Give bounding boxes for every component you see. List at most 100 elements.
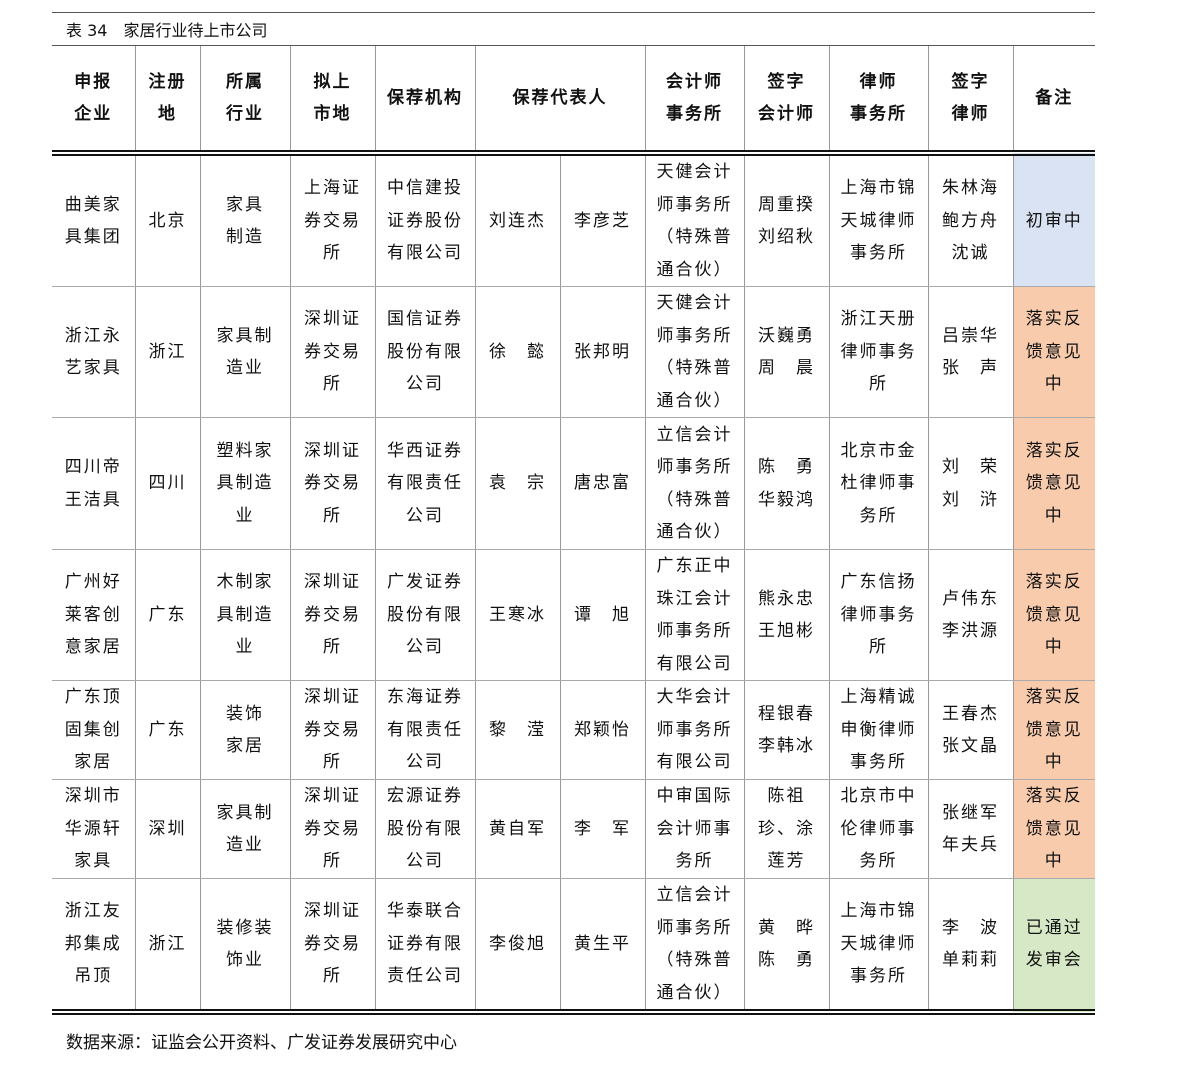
cell: 深圳市华源轩家具 — [52, 779, 136, 879]
cell: 上海精诚申衡律师事务所 — [828, 680, 929, 780]
cell: 李 军 — [559, 779, 646, 879]
header-cell: 会计师 事务所 — [644, 46, 745, 156]
rule — [52, 12, 1095, 13]
cell: 北京 — [134, 153, 201, 287]
cell: 木制家具制造业 — [199, 549, 291, 681]
cell: 深圳 — [134, 779, 201, 879]
cell: 浙江 — [134, 286, 201, 418]
cell: 宏源证券股份有限公司 — [374, 779, 476, 879]
cell: 曲美家具集团 — [52, 153, 136, 287]
cell: 广东正中珠江会计师事务所有限公司 — [644, 549, 745, 681]
header-cell: 保荐代表人 — [474, 46, 646, 156]
cell: 上海证券交易所 — [289, 153, 376, 287]
cell: 谭 旭 — [559, 549, 646, 681]
cell: 中审国际会计师事务所 — [644, 779, 745, 879]
cell: 刘连杰 — [474, 153, 561, 287]
cell: 深圳证券交易所 — [289, 878, 376, 1015]
cell: 吕崇华 张 声 — [927, 286, 1014, 418]
cell: 黄 晔 陈 勇 — [743, 878, 830, 1015]
cell: 上海市锦天城律师事务所 — [828, 153, 929, 287]
rule — [52, 45, 1095, 46]
cell: 浙江永艺家具 — [52, 286, 136, 418]
cell: 袁 宗 — [474, 417, 561, 550]
cell: 四川 — [134, 417, 201, 550]
cell: 广东 — [134, 549, 201, 681]
cell: 王寒冰 — [474, 549, 561, 681]
cell: 广东顶固集创家居 — [52, 680, 136, 780]
cell: 大华会计师事务所有限公司 — [644, 680, 745, 780]
cell: 王春杰 张文晶 — [927, 680, 1014, 780]
cell: 落实反馈意见中 — [1012, 417, 1095, 550]
cell: 天健会计师事务所（特殊普通合伙） — [644, 286, 745, 418]
cell: 深圳证券交易所 — [289, 286, 376, 418]
cell: 落实反馈意见中 — [1012, 680, 1095, 780]
cell: 北京市金杜律师事务所 — [828, 417, 929, 550]
cell: 陈 勇 华毅鸿 — [743, 417, 830, 550]
cell: 广发证券股份有限公司 — [374, 549, 476, 681]
table-body: 曲美家具集团 北京 家具 制造 上海证券交易所 中信建投证券股份有限公司 刘连杰 李彦芝 天健… — [52, 153, 1095, 1015]
cell: 沃巍勇 周 晨 — [743, 286, 830, 418]
cell: 初审中 — [1012, 153, 1095, 287]
cell: 塑料家具制造业 — [199, 417, 291, 550]
cell: 刘 荣 刘 浒 — [927, 417, 1014, 550]
cell: 黄自军 — [474, 779, 561, 879]
cell: 李彦芝 — [559, 153, 646, 287]
header-cell: 注册 地 — [134, 46, 201, 156]
cell: 深圳证券交易所 — [289, 549, 376, 681]
cell: 浙江天册律师事务所 — [828, 286, 929, 418]
cell: 广州好莱客创意家居 — [52, 549, 136, 681]
cell: 北京市中伦律师事务所 — [828, 779, 929, 879]
cell: 李 波 单莉莉 — [927, 878, 1014, 1015]
cell: 陈祖珍、涂莲芳 — [743, 779, 830, 879]
cell: 上海市锦天城律师事务所 — [828, 878, 929, 1015]
cell: 家具制造业 — [199, 286, 291, 418]
cell: 四川帝王洁具 — [52, 417, 136, 550]
header-row: 申报 企业 注册 地所属 行业 拟上 市地 保荐机构 保荐代表人 会计师 事务所 签字 会计… — [52, 46, 1095, 156]
cell: 装修装饰业 — [199, 878, 291, 1015]
cell: 张邦明 — [559, 286, 646, 418]
cell: 黄生平 — [559, 878, 646, 1015]
header-cell: 律师 事务所 — [828, 46, 929, 156]
cell: 家具 制造 — [199, 153, 291, 287]
cell: 浙江 — [134, 878, 201, 1015]
cell: 落实反馈意见中 — [1012, 779, 1095, 879]
cell: 国信证券股份有限公司 — [374, 286, 476, 418]
cell: 落实反馈意见中 — [1012, 286, 1095, 418]
header-cell: 拟上 市地 — [289, 46, 376, 156]
cell: 郑颖怡 — [559, 680, 646, 780]
cell: 徐 懿 — [474, 286, 561, 418]
header-cell: 保荐机构 — [374, 46, 476, 156]
cell: 程银春 李韩冰 — [743, 680, 830, 780]
cell: 立信会计师事务所（特殊普通合伙） — [644, 417, 745, 550]
cell: 中信建投证券股份有限公司 — [374, 153, 476, 287]
header-cell: 备注 — [1012, 46, 1095, 156]
source-note: 数据来源：证监会公开资料、广发证券发展研究中心 — [66, 1033, 457, 1053]
cell: 深圳证券交易所 — [289, 680, 376, 780]
table-row: 深圳市华源轩家具 深圳 家具制造业 深圳证券交易所 宏源证券股份有限公司 黄自军李 军中审… — [52, 779, 1095, 879]
caption: 表 34 家居行业待上市公司 — [66, 21, 268, 40]
cell: 周重揆 刘绍秋 — [743, 153, 830, 287]
cell: 天健会计师事务所（特殊普通合伙） — [644, 153, 745, 287]
cell: 黎 滢 — [474, 680, 561, 780]
cell: 李俊旭 — [474, 878, 561, 1015]
cell: 深圳证券交易所 — [289, 417, 376, 550]
cell: 广东信扬律师事务所 — [828, 549, 929, 681]
header-cell: 所属 行业 — [199, 46, 291, 156]
table-row: 浙江永艺家具 浙江 家具制造业 深圳证券交易所 国信证券股份有限公司徐 懿张邦明 天健会计… — [52, 286, 1095, 418]
cell: 浙江友邦集成吊顶 — [52, 878, 136, 1015]
cell: 张继军 年夫兵 — [927, 779, 1014, 879]
cell: 卢伟东 李洪源 — [927, 549, 1014, 681]
cell: 华西证券有限责任公司 — [374, 417, 476, 550]
cell: 已通过发审会 — [1012, 878, 1095, 1015]
table: 申报 企业 注册 地所属 行业 拟上 市地 保荐机构 保荐代表人 会计师 事务所 签字 会计… — [52, 46, 1095, 1015]
cell: 熊永忠 王旭彬 — [743, 549, 830, 681]
table-row: 浙江友邦集成吊顶 浙江 装修装饰业 深圳证券交易所 华泰联合证券有限责任公司 李俊旭 黄生平… — [52, 878, 1095, 1015]
table-row: 广东顶固集创家居 广东 装饰 家居 深圳证券交易所 东海证券有限责任公司黎 滢郑颖怡 大华… — [52, 680, 1095, 780]
cell: 唐忠富 — [559, 417, 646, 550]
cell: 装饰 家居 — [199, 680, 291, 780]
header-cell: 签字 律师 — [927, 46, 1014, 156]
table-row: 广州好莱客创意家居 广东 木制家具制造业 深圳证券交易所 广发证券股份有限公司 王寒冰谭 … — [52, 549, 1095, 681]
cell: 东海证券有限责任公司 — [374, 680, 476, 780]
header-cell: 签字 会计师 — [743, 46, 830, 156]
